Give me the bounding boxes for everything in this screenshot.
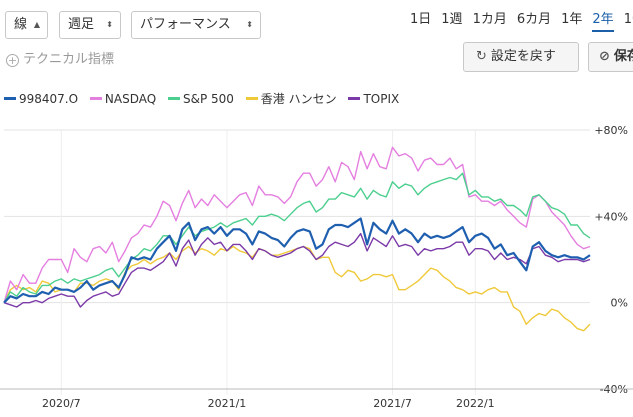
y-axis: +80%+40%0%-40% — [594, 124, 628, 396]
chart-type-select[interactable]: 線 ▲ — [5, 11, 48, 39]
legend-swatch — [245, 97, 258, 100]
legend-swatch — [168, 97, 181, 100]
x-tick-label: 2020/7 — [42, 397, 81, 410]
legend-item: TOPIX — [348, 92, 399, 106]
legend-swatch — [4, 97, 16, 100]
x-tick-label: 2021/1 — [208, 397, 247, 410]
performance-chart: +80%+40%0%-40% 2020/7 2021/1 2021/7 2022/1 — [0, 124, 633, 410]
chart-type-value: 線 — [14, 17, 28, 32]
series-line-2 — [3, 172, 591, 304]
period-tab-1w[interactable]: 1週 — [441, 12, 463, 27]
plus-circle-icon: + — [6, 54, 19, 67]
series-line-1 — [3, 146, 591, 303]
reset-settings-label: 設定を戻す — [490, 49, 556, 64]
legend-label: TOPIX — [363, 92, 400, 106]
legend-item: NASDAQ — [89, 92, 157, 106]
chart-legend: 998407.O NASDAQ S&P 500 香港 ハンセン TOPIX — [4, 90, 407, 107]
y-tick-label: +80% — [594, 124, 628, 137]
period-tab-1m[interactable]: 1カ月 — [472, 12, 507, 27]
legend-item: S&P 500 — [168, 92, 234, 106]
period-tab-2y[interactable]: 2年 — [592, 10, 614, 32]
technical-indicator-link[interactable]: + テクニカル指標 — [6, 48, 114, 67]
y-tick-label: 0% — [611, 297, 628, 310]
x-axis: 2020/7 2021/1 2021/7 2022/1 — [0, 388, 633, 410]
mode-value: パフォーマンス — [140, 17, 231, 32]
period-tab-10y[interactable]: 10 — [623, 12, 633, 27]
x-tick-label: 2021/7 — [373, 397, 412, 410]
period-tabs: 1日 1週 1カ月 6カ月 1年 2年 10 — [410, 10, 633, 32]
select-arrows-icon: ⬍ — [246, 20, 253, 29]
legend-item: 香港 ハンセン — [245, 90, 337, 107]
reset-settings-button[interactable]: ↻ 設定を戻す — [463, 42, 579, 72]
select-arrows-icon: ⬍ — [106, 20, 113, 29]
legend-label: 香港 ハンセン — [260, 92, 337, 106]
period-tab-1y[interactable]: 1年 — [561, 12, 583, 27]
series-line-0 — [3, 217, 591, 304]
mode-select[interactable]: パフォーマンス ⬍ — [131, 11, 261, 39]
interval-value: 週足 — [68, 17, 95, 32]
technical-indicator-label: テクニカル指標 — [23, 52, 115, 67]
chart-lines — [3, 146, 591, 332]
legend-label: S&P 500 — [183, 92, 234, 106]
select-arrows-icon: ▲ — [33, 20, 40, 29]
paperclip-icon: ⊘ — [599, 49, 610, 64]
period-tab-6m[interactable]: 6カ月 — [516, 12, 552, 27]
save-label: 保存 — [613, 49, 633, 64]
legend-label: NASDAQ — [104, 92, 157, 106]
x-tick-label: 2022/1 — [456, 397, 495, 410]
legend-swatch — [89, 97, 102, 100]
period-tab-1d[interactable]: 1日 — [410, 12, 432, 27]
legend-swatch — [348, 97, 361, 100]
series-line-4 — [3, 232, 591, 308]
legend-item: 998407.O — [4, 92, 78, 106]
refresh-icon: ↻ — [476, 49, 487, 64]
save-button[interactable]: ⊘保存 — [588, 42, 633, 72]
chart-toolbar: 線 ▲ 週足 ⬍ パフォーマンス ⬍ 1日 1週 1カ月 6カ月 1年 2年 10 — [0, 0, 633, 46]
chart-grid — [4, 129, 590, 395]
interval-select[interactable]: 週足 ⬍ — [59, 11, 121, 39]
y-tick-label: +40% — [594, 210, 628, 223]
legend-label: 998407.O — [19, 92, 79, 106]
